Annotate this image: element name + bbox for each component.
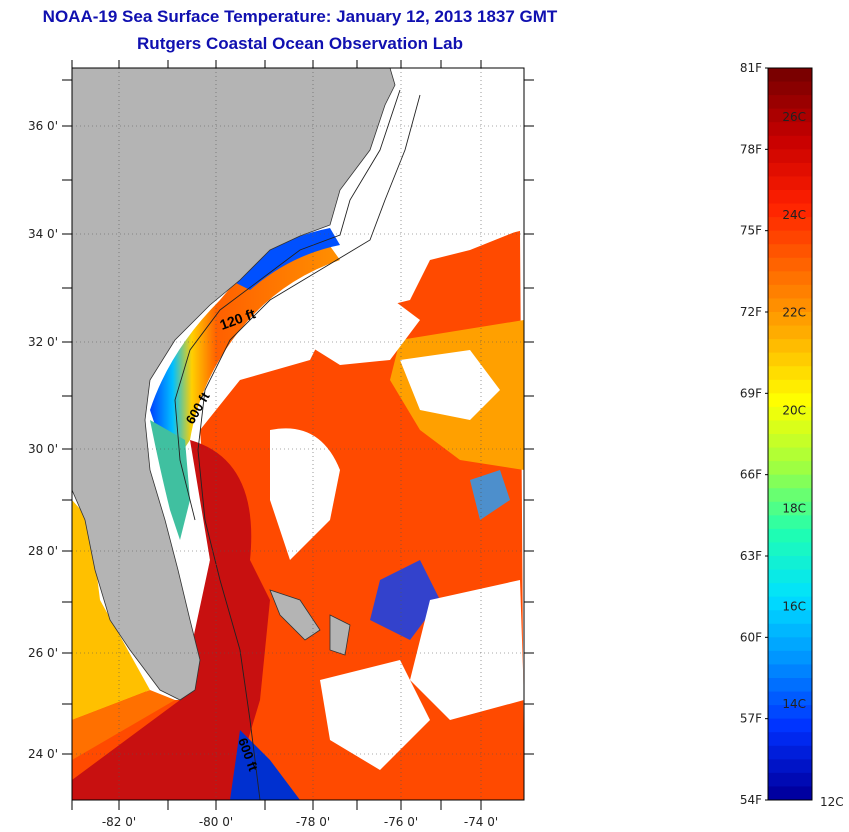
lon-tick-74: -74 0' [464,815,498,829]
colorbar-stripe [768,637,812,652]
colorbar-stripe [768,691,812,706]
colorbar-c-label: 16C [782,599,806,613]
colorbar-f-label: 66F [740,468,762,482]
colorbar-stripe [768,596,812,611]
colorbar-stripe [768,203,812,218]
colorbar-stripe [768,135,812,150]
tick-marks [62,60,534,810]
colorbar-stripe [768,664,812,679]
colorbar-stripe [768,705,812,720]
colorbar-stripe [768,515,812,530]
colorbar-stripe [768,68,812,83]
colorbar-stripe [768,474,812,489]
colorbar-stripe [768,271,812,286]
colorbar-stripe [768,366,812,381]
colorbar-f-label: 57F [740,712,762,726]
lat-tick-34: 34 0' [28,227,58,241]
colorbar-stripe [768,190,812,205]
colorbar-stripe [768,488,812,503]
colorbar-stripe [768,528,812,543]
colorbar-stripe [768,122,812,137]
colorbar-c-label: 14C [782,697,806,711]
lon-tick-80: -80 0' [199,815,233,829]
colorbar-stripe [768,176,812,191]
colorbar-stripe [768,339,812,354]
colorbar-c-label: 12C [820,795,844,809]
colorbar-stripe [768,406,812,421]
colorbar-f-label: 75F [740,224,762,238]
colorbar-stripe [768,312,812,327]
land-mass [71,67,396,701]
colorbar-stripe [768,623,812,638]
colorbar-f-label: 72F [740,305,762,319]
colorbar-stripe [768,81,812,96]
colorbar-f-label: 60F [740,630,762,644]
colorbar-stripe [768,95,812,110]
colorbar-stripe [768,447,812,462]
colorbar-stripe [768,556,812,571]
colorbar-c-label: 20C [782,404,806,418]
lon-tick-76: -76 0' [384,815,418,829]
colorbar-stripe [768,583,812,598]
bahamas-land [269,589,351,656]
colorbar-stripe [768,501,812,516]
colorbar-stripe [768,420,812,435]
colorbar-stripe [768,678,812,693]
colorbar-stripe [768,325,812,340]
colorbar-stripe [768,230,812,245]
lat-tick-32: 32 0' [28,335,58,349]
lon-tick-82: -82 0' [102,815,136,829]
colorbar-stripe [768,745,812,760]
colorbar-c-label: 26C [782,110,806,124]
colorbar-f-label: 63F [740,549,762,563]
colorbar-stripe [768,257,812,272]
colorbar-c-label: 22C [782,306,806,320]
colorbar-stripe [768,108,812,123]
colorbar-f-label: 69F [740,386,762,400]
grid-lines [72,68,524,800]
colorbar-f-label: 78F [740,142,762,156]
map-title: NOAA-19 Sea Surface Temperature: January… [42,7,558,26]
lat-tick-28: 28 0' [28,544,58,558]
colorbar-stripe [768,772,812,787]
colorbar-stripe [768,434,812,449]
lat-tick-26: 26 0' [28,646,58,660]
colorbar-stripe [768,393,812,408]
colorbar-stripe [768,149,812,164]
colorbar-stripe [768,759,812,774]
colorbar-c-label: 18C [782,501,806,515]
lat-tick-30: 30 0' [28,442,58,456]
colorbar-stripe [768,298,812,313]
lat-tick-24: 24 0' [28,747,58,761]
colorbar-stripe [768,379,812,394]
colorbar-stripe [768,610,812,625]
colorbar-stripe [768,718,812,733]
colorbar-stripe [768,284,812,299]
colorbar-stripe [768,244,812,259]
colorbar-f-label: 81F [740,61,762,75]
colorbar-frame [767,67,813,801]
plot-frame [71,67,525,801]
colorbar-stripe [768,461,812,476]
colorbar-stripe [768,162,812,177]
map-subtitle: Rutgers Coastal Ocean Observation Lab [137,34,463,53]
colorbar-stripe [768,542,812,557]
colorbar-f-label: 54F [740,793,762,807]
colorbar-stripe [768,732,812,747]
colorbar-stripe [768,786,812,801]
lat-tick-36: 36 0' [28,119,58,133]
colorbar-stripe [768,650,812,665]
colorbar-stripes [768,68,812,801]
sst-field [72,70,524,800]
colorbar-stripe [768,217,812,232]
bathymetry-contours [174,89,421,801]
colorbar-c-label: 24C [782,208,806,222]
lon-tick-78: -78 0' [296,815,330,829]
colorbar-stripe [768,569,812,584]
colorbar-stripe [768,352,812,367]
